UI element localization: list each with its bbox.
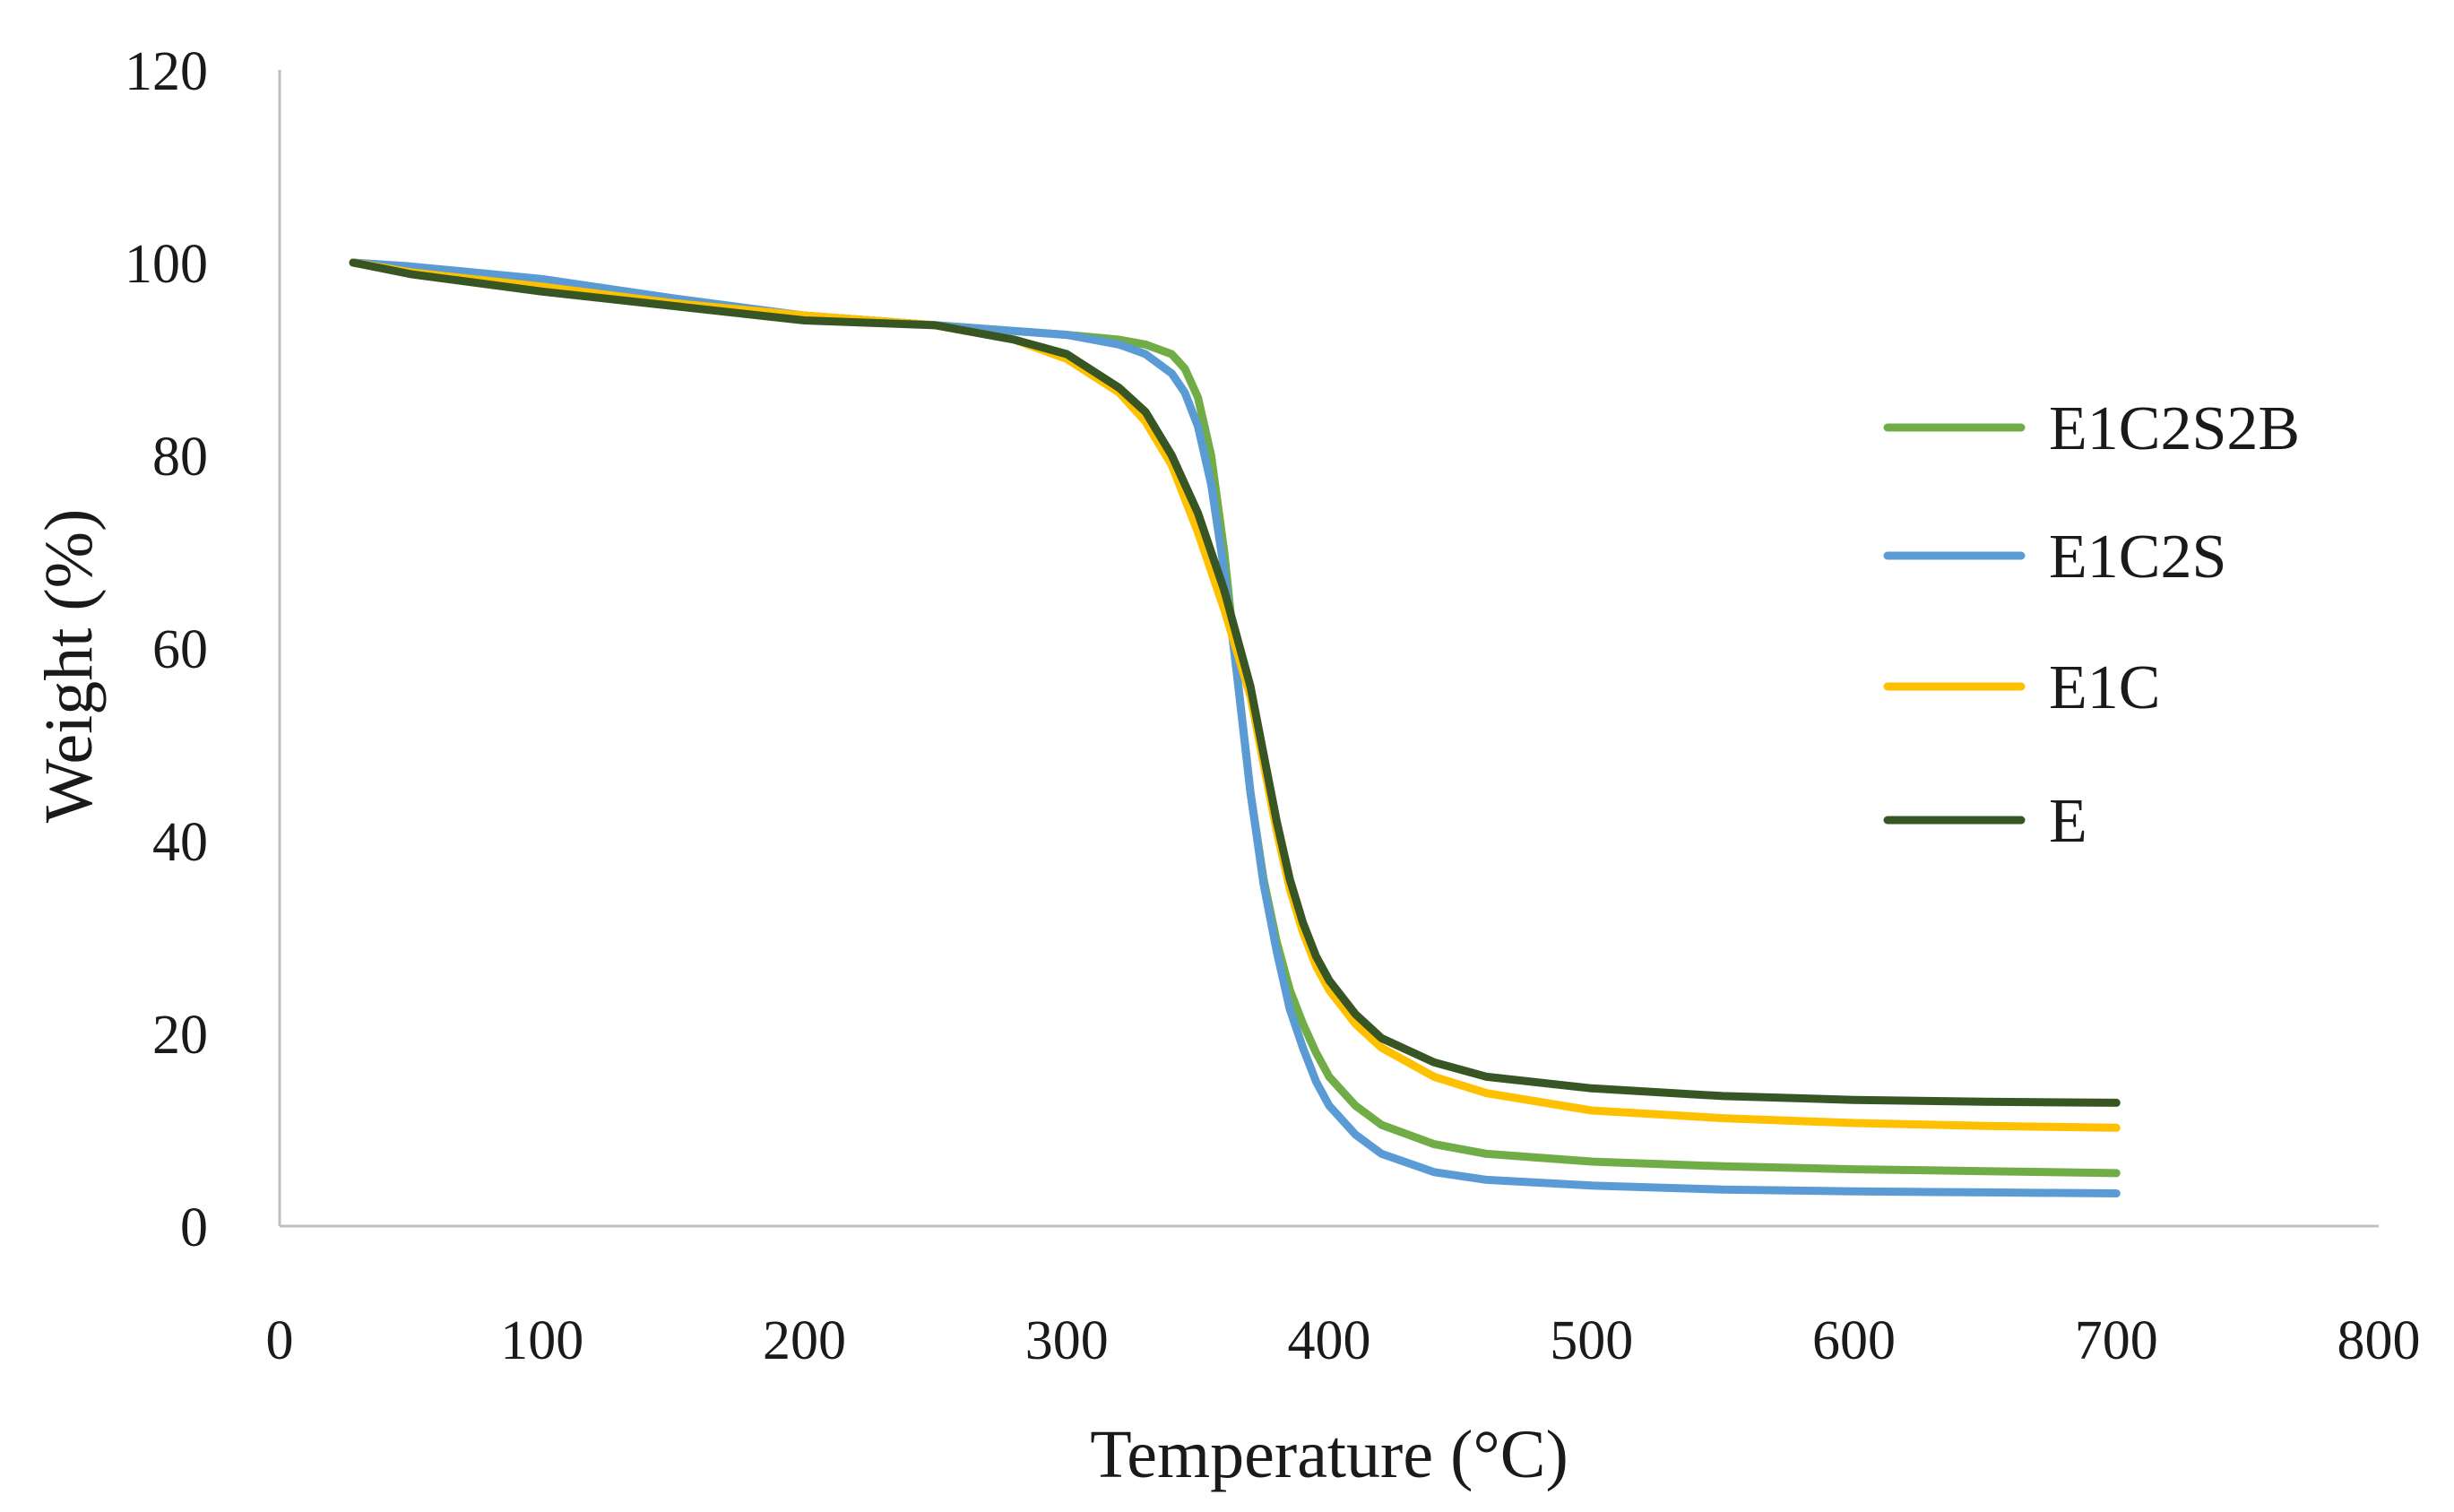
x-tick-label: 500 (1550, 1310, 1633, 1371)
y-tick-label: 120 (125, 41, 208, 102)
series-lines (349, 258, 2121, 1197)
legend-label: E1C (2049, 653, 2160, 722)
legend-item-e1c2s: E1C2S (1883, 523, 2226, 592)
y-tick-label: 80 (152, 427, 208, 488)
x-tick-label: 800 (2337, 1310, 2421, 1371)
series-line-e1c2s (349, 258, 2121, 1197)
legend-label: E (2049, 787, 2087, 856)
legend: E1C2S2B E1C2S E1C E (1883, 394, 2300, 856)
y-tick-labels: 0 20 40 60 80 100 120 (125, 41, 208, 1258)
legend-item-e: E (1883, 787, 2087, 856)
x-tick-label: 600 (1812, 1310, 1896, 1371)
x-tick-label: 300 (1025, 1310, 1109, 1371)
x-tick-labels: 0 100 200 300 400 500 600 700 800 (266, 1310, 2421, 1371)
x-tick-label: 400 (1288, 1310, 1371, 1371)
y-tick-label: 100 (125, 234, 208, 295)
series-line-e1c2s2b (349, 258, 2121, 1178)
x-tick-label: 200 (763, 1310, 846, 1371)
series-line-e1c (349, 258, 2121, 1132)
y-tick-label: 60 (152, 619, 208, 680)
x-tick-label: 0 (266, 1310, 294, 1371)
legend-item-e1c2s2b: E1C2S2B (1883, 394, 2300, 463)
x-tick-label: 700 (2075, 1310, 2158, 1371)
legend-label: E1C2S2B (2049, 394, 2300, 463)
axes: 0 100 200 300 400 500 600 700 800 0 20 40 60 80 100 12… (31, 41, 2421, 1492)
y-tick-label: 0 (180, 1197, 208, 1258)
y-tick-label: 20 (152, 1005, 208, 1066)
legend-label: E1C2S (2049, 523, 2226, 592)
y-tick-label: 40 (152, 812, 208, 873)
x-tick-label: 100 (500, 1310, 583, 1371)
series-line-e (349, 258, 2121, 1107)
x-axis-title: Temperature (°C) (1090, 1417, 1568, 1492)
y-axis-title: Weight (%) (31, 509, 107, 824)
legend-item-e1c: E1C (1883, 653, 2160, 722)
